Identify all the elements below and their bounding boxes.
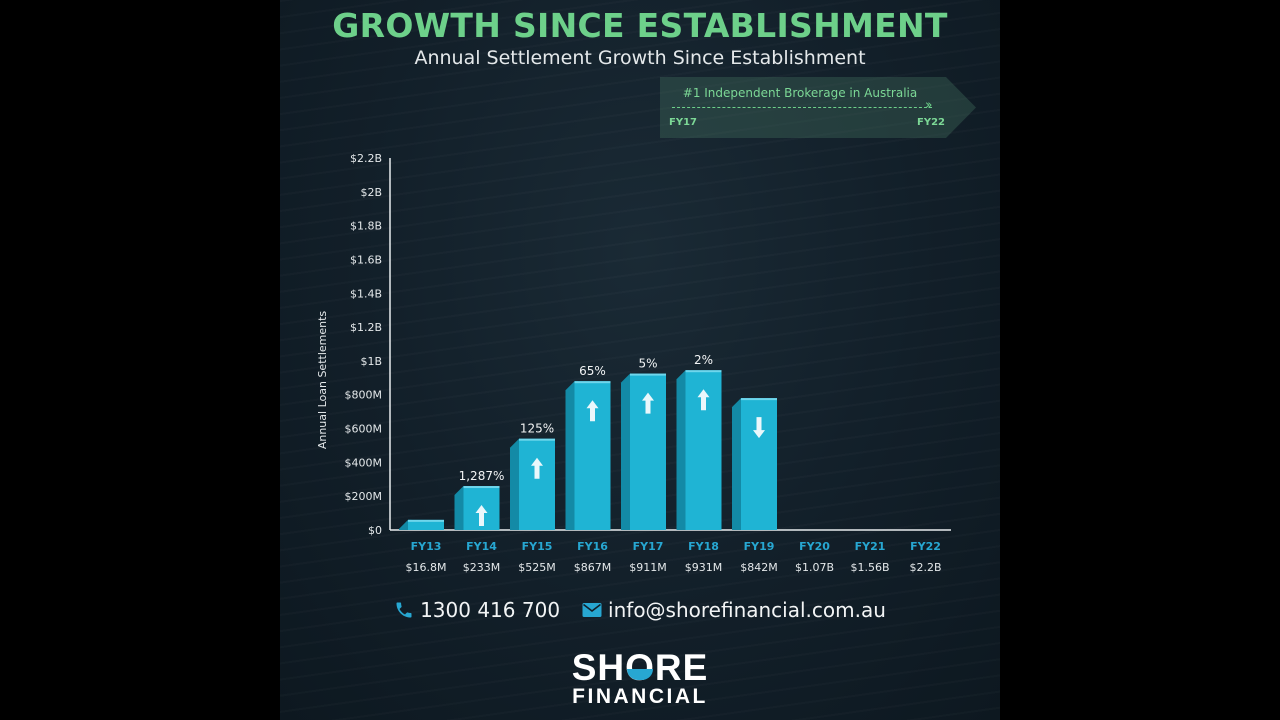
x-tick-label: FY16 xyxy=(577,540,608,553)
bar-top-edge xyxy=(463,486,500,489)
arrow-up-icon xyxy=(697,389,710,411)
growth-label: 125% xyxy=(520,422,554,436)
email-address: info@shorefinancial.com.au xyxy=(608,598,886,622)
x-tick-label: FY19 xyxy=(744,540,775,553)
bar xyxy=(519,438,555,530)
growth-label: 1,287% xyxy=(459,469,505,483)
arrow-up-icon xyxy=(642,392,654,414)
y-tick-label: $600M xyxy=(345,423,383,436)
x-tick-label: FY15 xyxy=(522,540,553,553)
contact-row: 1300 416 700 info@shorefinancial.com.au xyxy=(280,598,1000,622)
award-banner-start-label: FY17 xyxy=(669,117,697,128)
bar-top-edge xyxy=(685,370,722,373)
value-label: $525M xyxy=(518,561,556,574)
growth-label: 65% xyxy=(579,364,606,378)
arrow-up-icon xyxy=(586,400,599,422)
double-chevron-right-icon: ›› xyxy=(925,98,933,113)
y-tick-label: $2.2B xyxy=(350,152,382,165)
envelope-icon xyxy=(582,603,602,617)
phone-icon xyxy=(396,602,412,618)
value-label: $867M xyxy=(574,561,612,574)
value-label: $931M xyxy=(685,561,723,574)
x-tick-label: FY22 xyxy=(910,540,941,553)
award-banner-end-label: FY22 xyxy=(917,117,945,128)
value-label: $233M xyxy=(463,561,501,574)
x-tick-label: FY14 xyxy=(466,540,497,553)
bar-top-edge xyxy=(519,438,555,441)
value-label: $16.8M xyxy=(406,561,447,574)
value-label: $842M xyxy=(740,561,778,574)
x-tick-label: FY20 xyxy=(799,540,830,553)
email-contact[interactable]: info@shorefinancial.com.au xyxy=(582,598,886,622)
logo-wordmark-bottom: FINANCIAL xyxy=(572,685,708,708)
award-banner-timeline xyxy=(672,107,932,108)
bar-chart: $0 $200M $400M $600M $800M $1B $1.2B $1.4B $1.6B… xyxy=(345,152,951,574)
infographic: GROWTH SINCE ESTABLISHMENT Annual Settle… xyxy=(280,0,1000,720)
x-tick-label: FY17 xyxy=(633,540,664,553)
x-tick-label: FY21 xyxy=(855,540,886,553)
y-tick-label: $1B xyxy=(360,355,382,368)
bar-top-edge xyxy=(574,381,611,384)
page-subtitle: Annual Settlement Growth Since Establish… xyxy=(414,47,866,69)
y-tick-label: $1.6B xyxy=(350,253,382,266)
bar-top-edge xyxy=(741,398,777,401)
y-tick-label: $1.8B xyxy=(350,220,382,233)
bar xyxy=(408,519,444,530)
award-banner-text: #1 Independent Brokerage in Australia xyxy=(682,86,918,100)
y-tick-label: $1.4B xyxy=(350,287,382,300)
arrow-down-icon xyxy=(753,417,765,439)
y-tick-label: $0 xyxy=(368,524,382,537)
phone-number: 1300 416 700 xyxy=(420,598,561,622)
bar-top-edge xyxy=(630,373,666,376)
growth-label: 5% xyxy=(638,357,657,371)
bar-top-edge xyxy=(408,519,444,522)
y-tick-label: $400M xyxy=(345,456,383,469)
x-tick-label: FY13 xyxy=(411,540,442,553)
value-label: $1.56B xyxy=(850,561,889,574)
value-label: $1.07B xyxy=(795,561,834,574)
page-title: GROWTH SINCE ESTABLISHMENT xyxy=(332,6,948,45)
growth-label: 2% xyxy=(694,353,713,367)
y-tick-label: $2B xyxy=(360,186,382,199)
y-tick-label: $200M xyxy=(345,490,383,503)
arrow-up-icon xyxy=(531,457,543,479)
value-label: $911M xyxy=(629,561,667,574)
y-tick-label: $1.2B xyxy=(350,321,382,334)
shore-financial-logo: SHORE FINANCIAL xyxy=(568,647,712,708)
x-tick-label: FY18 xyxy=(688,540,719,553)
logo-wordmark-top: SHORE xyxy=(571,647,709,688)
value-label: $2.2B xyxy=(909,561,941,574)
y-tick-label: $800M xyxy=(345,389,383,402)
phone-contact[interactable]: 1300 416 700 xyxy=(394,598,560,622)
arrow-up-icon xyxy=(475,505,488,527)
